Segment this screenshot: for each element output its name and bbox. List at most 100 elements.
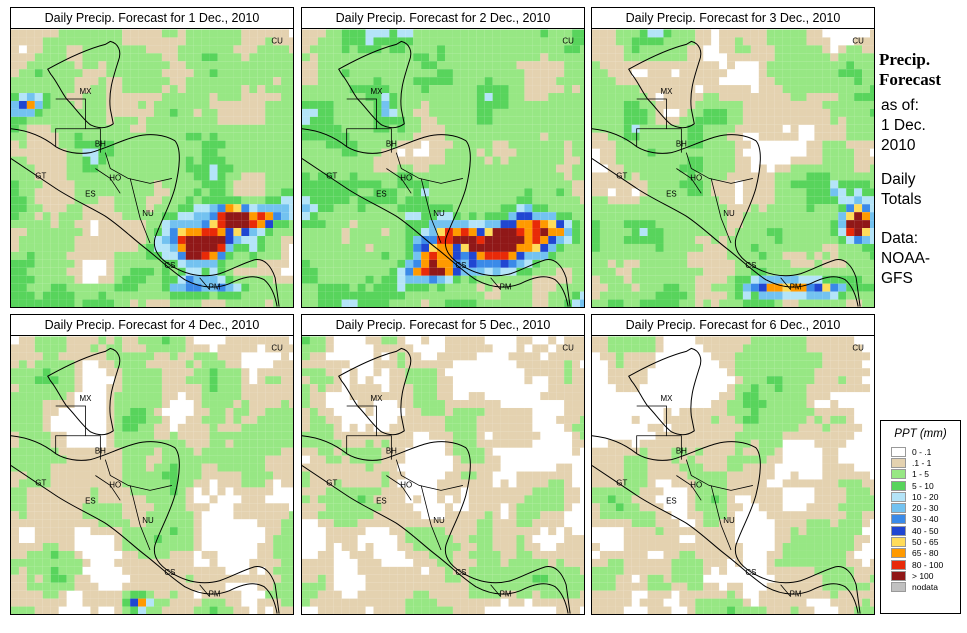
country-label: NU <box>723 516 735 525</box>
country-label: ES <box>85 189 96 198</box>
legend-label: 80 - 100 <box>912 559 944 570</box>
legend-label: 5 - 10 <box>912 480 934 491</box>
panel-title: Daily Precip. Forecast for 3 Dec., 2010 <box>591 7 875 29</box>
country-label: CU <box>271 36 283 45</box>
legend-label: 65 - 80 <box>912 548 939 559</box>
source-line1: NOAA- <box>881 250 931 267</box>
country-label: PM <box>790 283 802 292</box>
side-title-line1: Precip. <box>879 50 931 69</box>
precip-grid <box>302 336 584 614</box>
forecast-panel-day-3: Daily Precip. Forecast for 3 Dec., 2010 … <box>591 7 875 308</box>
totals-label: Totals <box>881 191 922 208</box>
coastlines-borders <box>592 40 861 307</box>
country-label: ES <box>85 496 96 505</box>
country-label: GT <box>35 478 46 487</box>
country-label: HO <box>690 173 702 182</box>
panel-title: Daily Precip. Forecast for 1 Dec., 2010 <box>10 7 294 29</box>
daily-label: Daily <box>881 171 916 188</box>
country-label: ES <box>376 496 387 505</box>
country-label: CS <box>745 261 756 270</box>
country-label: MX <box>80 87 93 96</box>
legend-swatch <box>891 548 906 559</box>
precip-grid <box>592 29 874 307</box>
country-label: HO <box>400 480 412 489</box>
country-label: GT <box>616 171 627 180</box>
legend-swatch <box>891 457 906 468</box>
forecast-panel-day-4: Daily Precip. Forecast for 4 Dec., 2010 … <box>10 314 294 615</box>
country-label: BH <box>386 140 397 149</box>
legend-row: > 100 <box>891 570 960 581</box>
panel-title: Daily Precip. Forecast for 2 Dec., 2010 <box>301 7 585 29</box>
legend-swatch <box>891 537 906 548</box>
country-label: GT <box>616 478 627 487</box>
precip-map-day-4: MX BH GT HO ES NU CS PM CU <box>10 336 294 615</box>
forecast-panel-day-5: Daily Precip. Forecast for 5 Dec., 2010 … <box>301 314 585 615</box>
country-label: PM <box>500 590 512 599</box>
source-line2: GFS <box>881 270 913 287</box>
legend-label: 10 - 20 <box>912 491 939 502</box>
country-label: NU <box>723 209 735 218</box>
country-label: CU <box>562 343 574 352</box>
asof-label: as of: <box>881 97 919 114</box>
forecast-panel-day-6: Daily Precip. Forecast for 6 Dec., 2010 … <box>591 314 875 615</box>
legend-row: 5 - 10 <box>891 480 960 491</box>
legend-label: 40 - 50 <box>912 525 939 536</box>
legend-row: 30 - 40 <box>891 514 960 525</box>
country-label: MX <box>371 87 384 96</box>
country-label: BH <box>676 140 687 149</box>
legend-label: nodata <box>912 582 938 593</box>
side-title: Precip. Forecast <box>879 50 941 90</box>
country-label: MX <box>661 87 674 96</box>
legend-swatch <box>891 491 906 502</box>
country-label: BH <box>95 140 106 149</box>
precip-grid <box>302 29 584 307</box>
legend-row: nodata <box>891 582 960 593</box>
country-label: MX <box>371 394 384 403</box>
country-label: ES <box>666 189 677 198</box>
country-label: PM <box>500 283 512 292</box>
coastlines-borders <box>11 40 280 307</box>
country-label: CU <box>271 343 283 352</box>
country-label: CS <box>164 261 175 270</box>
legend-swatch <box>891 446 906 457</box>
legend-row: 20 - 30 <box>891 502 960 514</box>
legend-swatch <box>891 503 906 514</box>
country-label: HO <box>109 480 121 489</box>
country-label: GT <box>326 478 337 487</box>
asof-date-line1: 1 Dec. <box>881 117 926 134</box>
legend-swatch <box>891 570 906 581</box>
country-label: BH <box>386 447 397 456</box>
legend-label: > 100 <box>912 570 934 581</box>
precip-map-day-3: MX BH GT HO ES NU CS PM CU <box>591 29 875 308</box>
panel-title: Daily Precip. Forecast for 5 Dec., 2010 <box>301 314 585 336</box>
country-label: CU <box>562 36 574 45</box>
data-label: Data: <box>881 230 919 247</box>
country-label: NU <box>142 516 154 525</box>
legend-label: .1 - 1 <box>912 457 932 468</box>
legend-swatch <box>891 469 906 480</box>
country-label: CS <box>455 568 466 577</box>
legend-label: 1 - 5 <box>912 469 930 480</box>
country-label: HO <box>690 480 702 489</box>
panel-title: Daily Precip. Forecast for 6 Dec., 2010 <box>591 314 875 336</box>
country-label: NU <box>433 516 445 525</box>
country-label: PM <box>209 283 221 292</box>
legend-title: PPT (mm) <box>894 428 947 440</box>
country-label: CS <box>164 568 175 577</box>
legend-row: 1 - 5 <box>891 469 960 480</box>
country-label: MX <box>80 394 93 403</box>
country-label: ES <box>376 189 387 198</box>
country-label: PM <box>790 590 802 599</box>
country-label: GT <box>35 171 46 180</box>
legend-swatch <box>891 480 906 491</box>
coastlines-borders <box>302 347 571 614</box>
legend-row: 50 - 65 <box>891 536 960 548</box>
precip-map-day-1: MX BH GT HO ES NU CS PM CU <box>10 29 294 308</box>
side-title-line2: Forecast <box>879 70 941 89</box>
panel-title: Daily Precip. Forecast for 4 Dec., 2010 <box>10 314 294 336</box>
forecast-panel-day-2: Daily Precip. Forecast for 2 Dec., 2010 … <box>301 7 585 308</box>
legend-label: 30 - 40 <box>912 514 939 525</box>
legend-row: 65 - 80 <box>891 548 960 559</box>
legend-label: 50 - 65 <box>912 537 939 548</box>
precip-map-day-6: MX BH GT HO ES NU CS PM CU <box>591 336 875 615</box>
